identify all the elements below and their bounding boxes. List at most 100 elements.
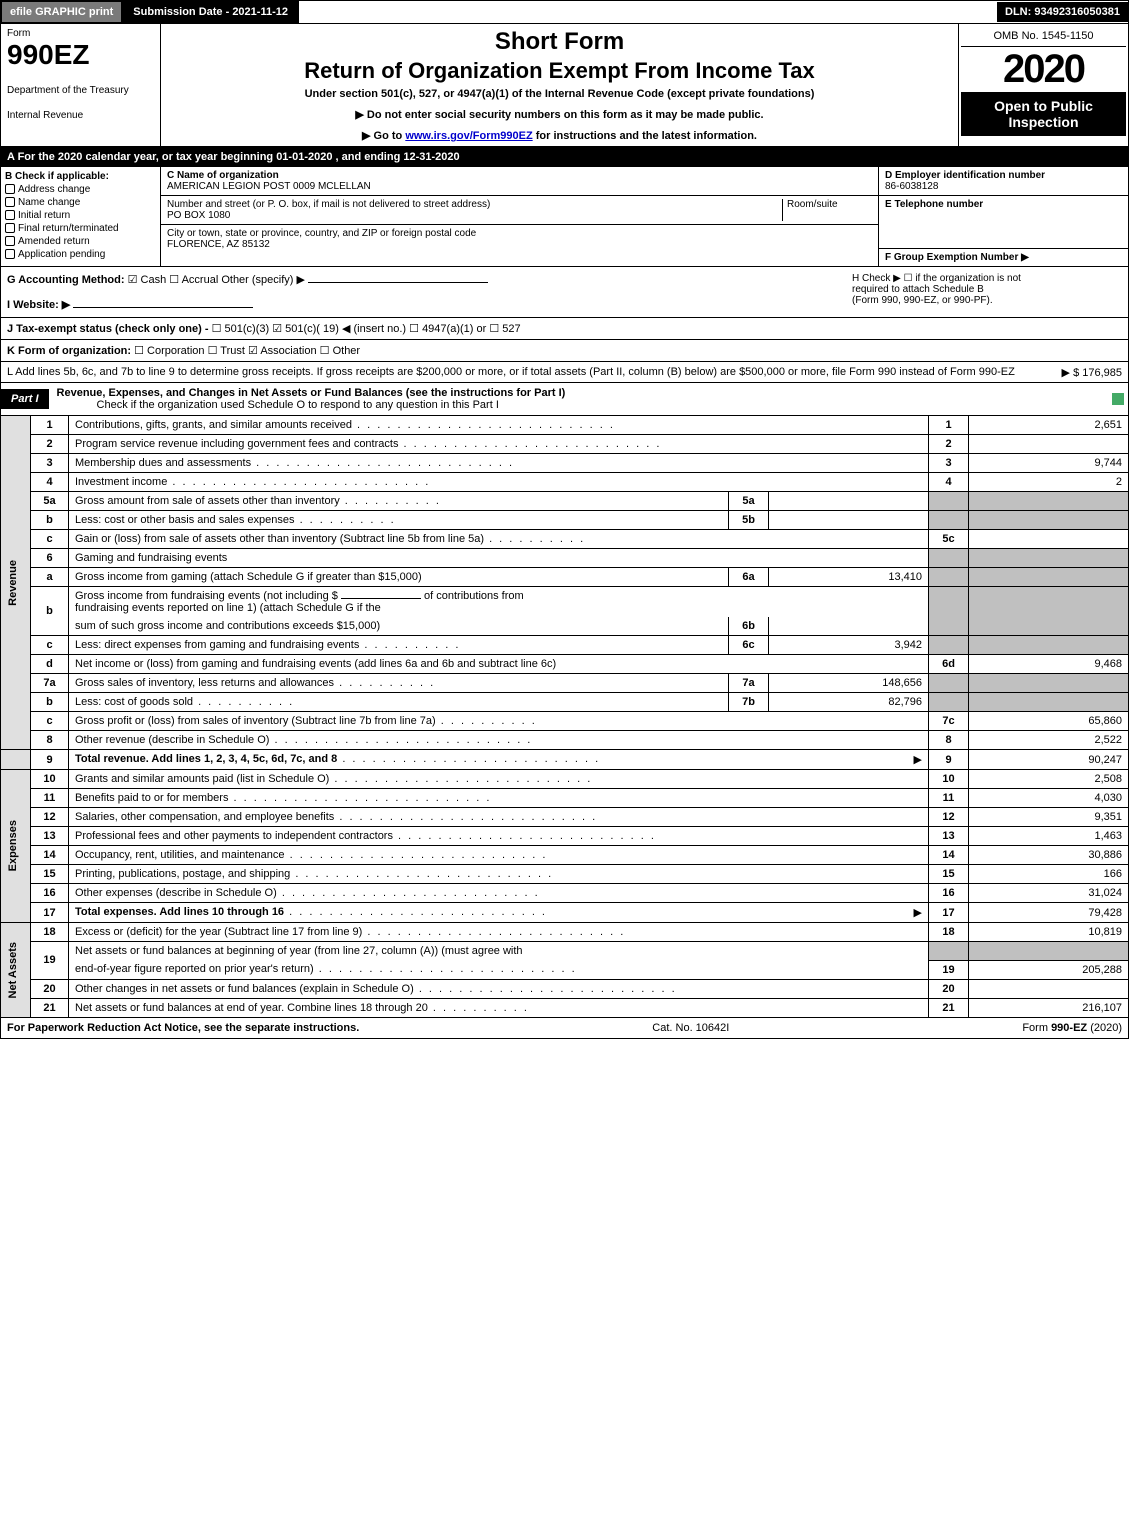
top-bar: efile GRAPHIC print Submission Date - 20… [0, 0, 1129, 24]
line-desc: Excess or (deficit) for the year (Subtra… [69, 923, 929, 942]
chk-name-change[interactable]: Name change [5, 197, 156, 208]
under-section-text: Under section 501(c), 527, or 4947(a)(1)… [169, 88, 950, 100]
grey-cell [929, 568, 969, 587]
inner-num: 5a [729, 492, 769, 511]
chk-corporation[interactable]: ☐ Corporation [134, 345, 204, 357]
table-row: 3 Membership dues and assessments 3 9,74… [1, 454, 1129, 473]
form-right-box: OMB No. 1545-1150 2020 Open to Public In… [958, 24, 1128, 146]
chk-other-org[interactable]: ☐ Other [320, 345, 360, 357]
grey-cell [969, 511, 1129, 530]
revenue-side-text: Revenue [7, 560, 19, 606]
line-num: 6 [31, 549, 69, 568]
expenses-side-text: Expenses [7, 820, 19, 871]
chk-4947[interactable]: ☐ 4947(a)(1) or [409, 323, 486, 335]
line-l-gross-receipts: L Add lines 5b, 6c, and 7b to line 9 to … [0, 362, 1129, 383]
right-num: 14 [929, 846, 969, 865]
line-num: a [31, 568, 69, 587]
chk-501c3-label: 501(c)(3) [225, 323, 270, 335]
spacer-cell [1, 750, 31, 770]
grey-cell [969, 693, 1129, 712]
chk-address-change-label: Address change [18, 184, 90, 195]
line-num: c [31, 530, 69, 549]
right-num: 17 [929, 903, 969, 923]
right-val [969, 979, 1129, 998]
line-num: 8 [31, 731, 69, 750]
table-row: 21 Net assets or fund balances at end of… [1, 998, 1129, 1017]
line-num: b [31, 511, 69, 530]
chk-cash-label: Cash [141, 274, 167, 286]
open-to-public-badge: Open to Public Inspection [961, 92, 1126, 136]
line-num: 13 [31, 827, 69, 846]
checkbox-icon [5, 210, 15, 220]
table-row: d Net income or (loss) from gaming and f… [1, 655, 1129, 674]
table-row: 14 Occupancy, rent, utilities, and maint… [1, 846, 1129, 865]
line-num: 9 [31, 750, 69, 770]
form-footer-post: (2020) [1087, 1022, 1122, 1034]
chk-527[interactable]: ☐ 527 [489, 323, 520, 335]
chk-final-return[interactable]: Final return/terminated [5, 223, 156, 234]
chk-cash[interactable]: ☑ Cash [128, 274, 167, 286]
omb-number: OMB No. 1545-1150 [961, 26, 1126, 47]
grey-cell [969, 942, 1129, 961]
schedule-o-checkbox[interactable] [1112, 393, 1124, 405]
line-num: 16 [31, 884, 69, 903]
org-name-row: C Name of organization AMERICAN LEGION P… [161, 167, 878, 196]
instructions-link[interactable]: www.irs.gov/Form990EZ [405, 130, 532, 142]
k-label: K Form of organization: [7, 345, 131, 357]
form-id-box: Form 990EZ Department of the Treasury In… [1, 24, 161, 146]
line-num: 1 [31, 416, 69, 435]
checkbox-icon [5, 223, 15, 233]
efile-graphic-print-button[interactable]: efile GRAPHIC print [1, 1, 122, 23]
chk-initial-return-label: Initial return [18, 210, 70, 221]
right-val: 166 [969, 865, 1129, 884]
box-c-org-info: C Name of organization AMERICAN LEGION P… [161, 167, 878, 266]
right-num: 4 [929, 473, 969, 492]
line-desc: Gross profit or (loss) from sales of inv… [69, 712, 929, 731]
line-desc: Grants and similar amounts paid (list in… [69, 770, 929, 789]
inner-val [769, 511, 929, 530]
table-row: c Gross profit or (loss) from sales of i… [1, 712, 1129, 731]
chk-other-org-label: Other [333, 345, 361, 357]
line-desc: Gaming and fundraising events [69, 549, 929, 568]
line-desc: Other changes in net assets or fund bala… [69, 979, 929, 998]
chk-trust[interactable]: ☐ Trust [208, 345, 245, 357]
table-row: 13 Professional fees and other payments … [1, 827, 1129, 846]
other-specify: Other (specify) ▶ [221, 274, 305, 286]
line-num: c [31, 712, 69, 731]
chk-application-pending-label: Application pending [18, 249, 105, 260]
chk-application-pending[interactable]: Application pending [5, 249, 156, 260]
inner-num: 7a [729, 674, 769, 693]
fundraising-amount-input[interactable] [341, 598, 421, 599]
short-form-title: Short Form [169, 28, 950, 56]
right-val: 10,819 [969, 923, 1129, 942]
chk-final-return-label: Final return/terminated [18, 223, 119, 234]
ein-label: D Employer identification number [885, 170, 1122, 181]
line-num: 20 [31, 979, 69, 998]
inner-num: 6a [729, 568, 769, 587]
l-value: ▶ $ 176,985 [1062, 366, 1122, 379]
chk-501c[interactable]: ☑ 501(c)( 19) ◀ (insert no.) [272, 323, 406, 335]
city-row: City or town, state or province, country… [161, 225, 878, 253]
website-input[interactable] [73, 307, 253, 308]
cat-number: Cat. No. 10642I [652, 1022, 729, 1034]
checkbox-icon [5, 197, 15, 207]
box-def: D Employer identification number 86-6038… [878, 167, 1128, 266]
right-val: 216,107 [969, 998, 1129, 1017]
page-footer: For Paperwork Reduction Act Notice, see … [0, 1018, 1129, 1039]
chk-association[interactable]: ☑ Association [248, 345, 317, 357]
grey-cell [929, 549, 969, 568]
chk-501c3[interactable]: ☐ 501(c)(3) [212, 323, 270, 335]
chk-address-change[interactable]: Address change [5, 184, 156, 195]
right-num: 2 [929, 435, 969, 454]
chk-initial-return[interactable]: Initial return [5, 210, 156, 221]
chk-accrual[interactable]: ☐ Accrual [169, 274, 218, 286]
line-num: 19 [31, 942, 69, 980]
right-val: 9,351 [969, 808, 1129, 827]
right-val: 65,860 [969, 712, 1129, 731]
other-specify-input[interactable] [308, 282, 488, 283]
line-num: 10 [31, 770, 69, 789]
chk-501c-label: 501(c)( 19) ◀ (insert no.) [285, 323, 406, 335]
box-e-phone: E Telephone number [879, 196, 1128, 249]
table-row: 17 Total expenses. Add lines 10 through … [1, 903, 1129, 923]
chk-amended-return[interactable]: Amended return [5, 236, 156, 247]
